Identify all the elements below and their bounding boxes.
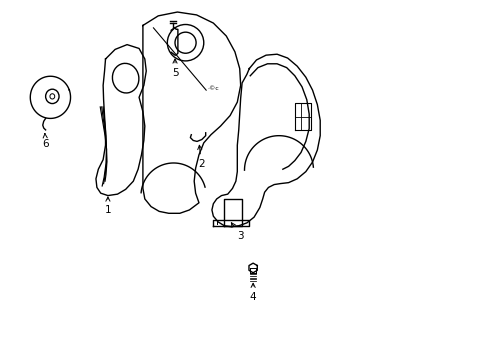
Text: 5: 5 bbox=[171, 59, 178, 78]
Text: 6: 6 bbox=[42, 134, 49, 149]
Text: 2: 2 bbox=[197, 145, 204, 170]
Text: 4: 4 bbox=[249, 283, 256, 302]
Text: 1: 1 bbox=[104, 197, 111, 215]
Text: 3: 3 bbox=[231, 223, 244, 241]
Text: ·©c: ·©c bbox=[207, 86, 219, 91]
